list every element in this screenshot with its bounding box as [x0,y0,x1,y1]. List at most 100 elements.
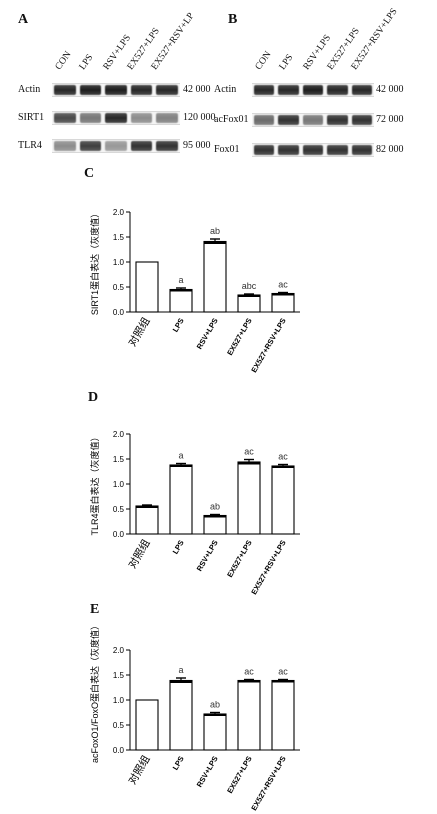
blot-strip [252,83,374,97]
blot-band [351,115,372,125]
molecular-weight-label: 82 000 [376,144,404,155]
y-tick-label: 1.5 [113,455,125,464]
blot-row-label: Actin [18,84,41,95]
blot-band [254,145,275,155]
bar-cap-fill [170,289,192,292]
category-label: RSV+LPS [195,755,220,789]
y-tick-label: 0.0 [113,746,125,755]
molecular-weight-label: 42 000 [183,84,211,95]
blot-band [79,85,102,95]
category-label: RSV+LPS [195,317,220,351]
significance-label: a [178,275,183,285]
lane-label: CON [53,49,74,72]
blot-band [278,145,299,155]
bar-cap-fill [238,680,260,683]
bar-cap-fill [272,293,294,296]
lane-label: LPS [277,52,296,72]
bar-cap-fill [238,295,260,297]
bar [237,294,261,313]
blot-band [156,141,178,151]
bar-cap-fill [170,680,192,683]
y-tick-label: 0.5 [113,721,125,730]
bar [169,288,193,313]
category-label: LPS [171,317,186,334]
bar-chart-e: acFoxO1/FoxO蛋白表达（灰度值） 0.0 0.5 1.0 1.5 2.0 对照组 a… [89,621,300,813]
blot-band [327,115,348,125]
y-tick-label: 2.0 [113,208,125,217]
y-tick-label: 2.0 [113,430,125,439]
panel-a-letter: A [18,12,29,27]
significance-label: ac [244,447,254,457]
bar-chart-d: TLR4蛋白表达（灰度值） 0.0 0.5 1.0 1.5 2.0 对照组 a LPS ab RSV… [89,430,300,597]
blot-strip [252,143,374,157]
significance-label: ac [278,452,288,462]
blot-band [54,113,76,123]
blot-row-label: acFox01 [214,114,249,125]
y-axis-label: TLR4蛋白表达（灰度值） [89,432,100,535]
y-tick-label: 1.5 [113,233,125,242]
panel-d-letter: D [88,390,99,405]
y-axis-label: SIRT1蛋白表达（灰度值） [89,209,100,315]
significance-label: a [178,451,183,461]
category-label: EX527+LPS [225,539,254,579]
blot-strip [252,113,374,127]
blot-band [327,85,348,95]
significance-label: abc [242,281,257,291]
blot-strip [52,83,180,97]
blot-row-label: Fox01 [214,144,240,155]
bar [135,261,159,313]
blot-band [79,141,102,151]
bar [203,713,227,751]
y-axis-label: acFoxO1/FoxO蛋白表达（灰度值） [89,621,100,763]
bar [169,679,193,751]
significance-label: ab [210,226,220,236]
blot-row-label: TLR4 [18,140,42,151]
bar-cap-fill [136,506,158,508]
y-tick-label: 1.0 [113,480,125,489]
significance-label: ac [278,280,288,290]
y-tick-label: 1.0 [113,696,125,705]
lane-label: EX527+RSV+LPS [349,6,400,72]
bar [237,679,261,751]
lane-label: CON [253,49,274,72]
molecular-weight-label: 120 000 [183,112,216,123]
y-tick-label: 0.5 [113,505,125,514]
bar [135,699,159,751]
bar-cap-fill [238,462,260,465]
bar [271,679,295,751]
blot-band [254,115,275,125]
molecular-weight-label: 42 000 [376,84,404,95]
y-tick-label: 0.0 [113,530,125,539]
blot-band [156,85,178,95]
blot-band [327,145,348,155]
bar [203,240,227,313]
significance-label: ac [278,667,288,677]
blot-row-label: Actin [214,84,237,95]
blot-band [156,113,178,123]
category-label: EX527+RSV+LPS [249,317,287,375]
bar [237,461,261,535]
y-tick-label: 2.0 [113,646,125,655]
category-label: EX527+RSV+LPS [249,539,287,597]
bar-cap-fill [272,680,294,683]
blot-band [351,145,372,155]
blot-band [105,85,127,95]
significance-label: ab [210,700,220,710]
blot-band [302,85,324,95]
bar-cap-fill [170,465,192,467]
y-tick-label: 0.5 [113,283,125,292]
blot-row-label: SIRT1 [18,112,45,123]
category-label: 对照组 [126,537,153,571]
category-label: 对照组 [126,315,153,349]
blot-band [302,115,324,125]
significance-label: ab [210,502,220,512]
bar [271,465,295,535]
blot-band [105,141,127,151]
blot-strip [52,111,180,125]
category-label: EX527+RSV+LPS [249,755,287,813]
category-label: EX527+LPS [225,317,254,357]
y-tick-label: 1.5 [113,671,125,680]
category-label: LPS [171,539,186,556]
bar-cap-fill [204,714,226,716]
bar-cap-fill [204,241,226,244]
